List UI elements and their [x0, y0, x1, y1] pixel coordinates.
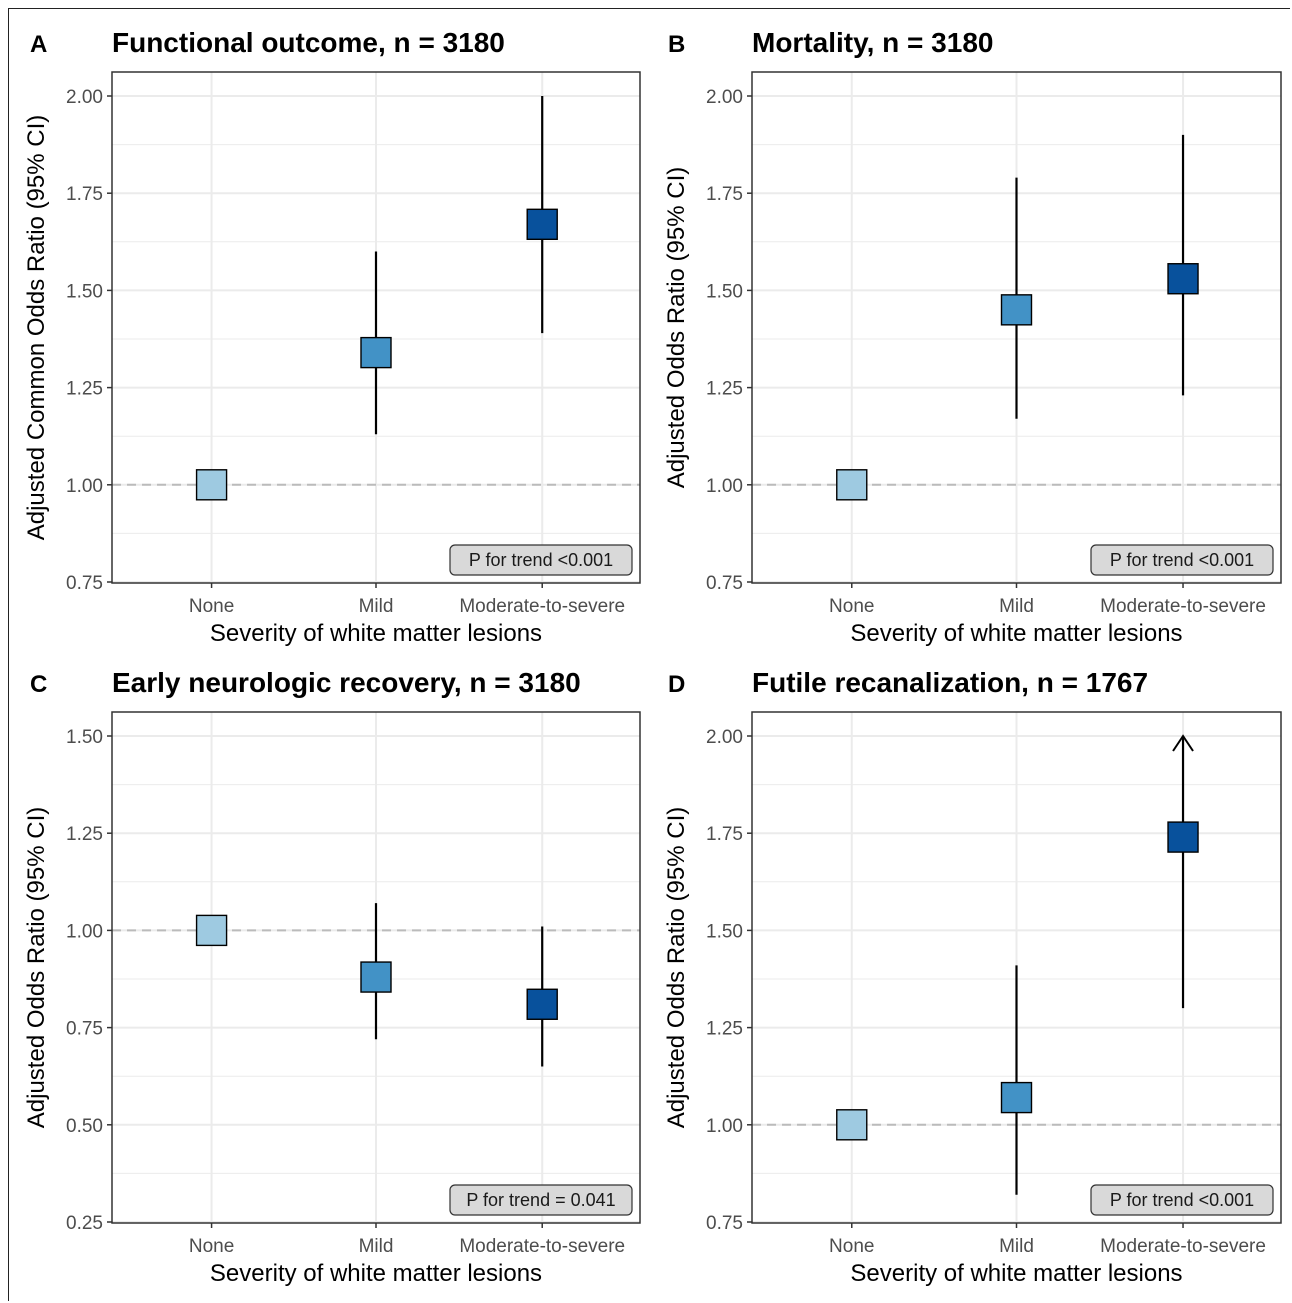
- x-tick-label: Moderate-to-severe: [1100, 596, 1266, 617]
- y-tick-label: 0.50: [66, 1116, 103, 1137]
- trend-annotation-text: P for trend <0.001: [469, 550, 613, 570]
- point-marker: [1167, 821, 1199, 853]
- x-tick-label: Mild: [999, 1236, 1034, 1257]
- point-marker: [1000, 1081, 1033, 1114]
- y-tick-label: 1.25: [66, 824, 103, 845]
- point-marker: [526, 208, 558, 241]
- x-tick-label: Moderate-to-severe: [459, 596, 625, 617]
- x-tick-label: None: [189, 596, 234, 617]
- point-marker: [1000, 294, 1033, 326]
- y-tick-label: 1.50: [66, 727, 103, 748]
- x-axis-label: Severity of white matter lesions: [850, 1260, 1182, 1287]
- y-tick-label: 0.75: [66, 1019, 103, 1040]
- y-axis-label: Adjusted Common Odds Ratio (95% CI): [23, 115, 50, 541]
- y-tick-label: 2.00: [706, 87, 743, 108]
- y-tick-label: 1.00: [66, 921, 103, 942]
- point-marker: [360, 336, 392, 369]
- panel-letter: B: [668, 31, 685, 58]
- y-tick-label: 1.50: [66, 281, 103, 302]
- y-axis-label: Adjusted Odds Ratio (95% CI): [23, 807, 50, 1128]
- y-tick-label: 0.25: [66, 1213, 103, 1234]
- y-tick-label: 1.00: [706, 476, 743, 497]
- y-tick-label: 1.00: [706, 1116, 743, 1137]
- x-axis-label: Severity of white matter lesions: [850, 620, 1182, 647]
- y-tick-label: 1.50: [706, 921, 743, 942]
- trend-annotation-text: P for trend = 0.041: [466, 1190, 615, 1210]
- point-marker: [195, 469, 228, 501]
- y-tick-label: 0.75: [706, 1213, 743, 1234]
- point-marker: [360, 961, 392, 993]
- panel-title: Early neurologic recovery, n = 3180: [112, 667, 581, 698]
- y-tick-label: 1.75: [706, 824, 743, 845]
- trend-annotation-box: [449, 544, 633, 576]
- y-tick-label: 1.75: [706, 184, 743, 205]
- y-tick-label: 1.25: [66, 379, 103, 400]
- trend-annotation-box: [449, 1184, 633, 1216]
- truncation-arrow: [1172, 734, 1194, 752]
- figure-border: [8, 8, 1290, 1301]
- panel-title: Mortality, n = 3180: [752, 27, 993, 58]
- y-tick-label: 0.75: [706, 573, 743, 594]
- y-tick-label: 1.00: [66, 476, 103, 497]
- y-tick-label: 2.00: [66, 87, 103, 108]
- x-tick-label: Mild: [359, 1236, 394, 1257]
- x-tick-label: None: [829, 596, 874, 617]
- x-axis-label: Severity of white matter lesions: [210, 620, 542, 647]
- trend-annotation-box: [1090, 544, 1274, 576]
- point-marker: [836, 1109, 868, 1141]
- x-tick-label: Moderate-to-severe: [459, 1236, 625, 1257]
- y-tick-label: 1.75: [66, 184, 103, 205]
- panel-title: Functional outcome, n = 3180: [112, 27, 505, 58]
- panel-letter: A: [30, 31, 47, 58]
- y-tick-label: 2.00: [706, 727, 743, 748]
- x-tick-label: None: [189, 1236, 234, 1257]
- y-tick-label: 1.25: [706, 379, 743, 400]
- point-marker: [526, 988, 558, 1020]
- trend-annotation-text: P for trend <0.001: [1110, 1190, 1254, 1210]
- y-axis-label: Adjusted Odds Ratio (95% CI): [663, 807, 690, 1128]
- panel-letter: D: [668, 671, 685, 698]
- point-marker: [195, 914, 228, 947]
- trend-annotation-text: P for trend <0.001: [1110, 550, 1254, 570]
- y-tick-label: 0.75: [66, 573, 103, 594]
- x-tick-label: Moderate-to-severe: [1100, 1236, 1266, 1257]
- panel-letter: C: [30, 671, 47, 698]
- panel-title: Futile recanalization, n = 1767: [752, 667, 1148, 698]
- x-tick-label: Mild: [359, 596, 394, 617]
- x-axis-label: Severity of white matter lesions: [210, 1260, 542, 1287]
- y-tick-label: 1.25: [706, 1019, 743, 1040]
- point-marker: [1167, 263, 1199, 295]
- y-axis-label: Adjusted Odds Ratio (95% CI): [663, 167, 690, 488]
- x-tick-label: None: [829, 1236, 874, 1257]
- y-tick-label: 1.50: [706, 281, 743, 302]
- trend-annotation-box: [1090, 1184, 1274, 1216]
- point-marker: [836, 469, 868, 501]
- x-tick-label: Mild: [999, 596, 1034, 617]
